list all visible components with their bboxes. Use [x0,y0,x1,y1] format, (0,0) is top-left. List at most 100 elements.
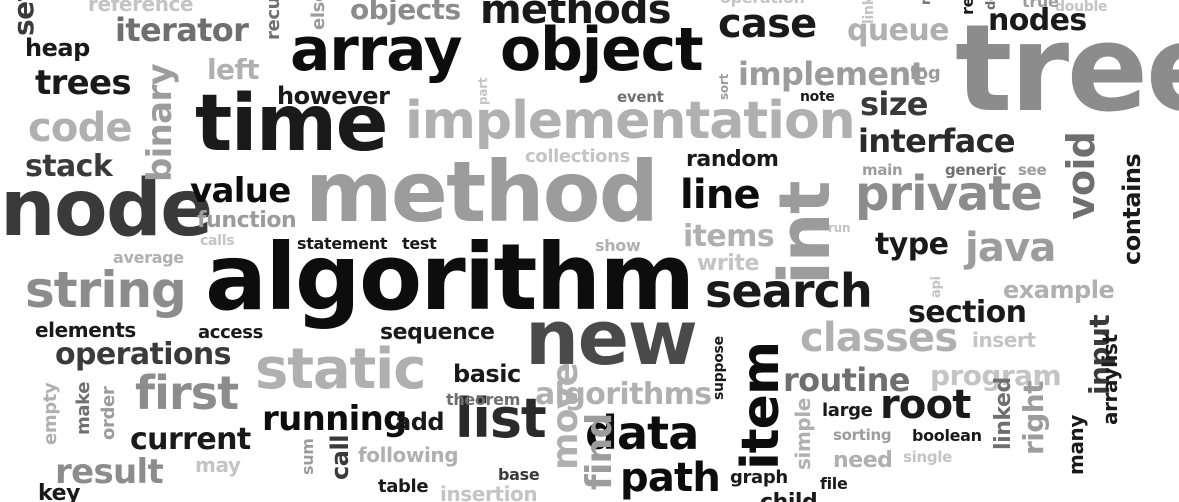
word-define: define [984,0,999,10]
word-case: case [718,1,817,47]
word-list: list [455,387,547,450]
word-sequence: sequence [380,320,495,345]
word-arraylist: arraylist [1098,334,1122,425]
word-following: following [358,443,459,467]
word-running: running [262,399,408,439]
word-right: right [1017,381,1050,455]
word-true: true [1022,0,1059,11]
word-type: type [875,227,949,262]
word-suppose: suppose [711,336,727,400]
word-generic: generic [945,161,1007,179]
word-interface: interface [858,122,1016,160]
word-elements: elements [35,318,136,342]
word-api: api [929,276,944,298]
word-objects: objects [350,0,461,26]
word-reference: reference [88,0,194,16]
word-code: code [28,105,133,151]
word-iterator: iterator [115,11,249,49]
word-new: new [525,293,698,382]
word-void: void [1059,131,1103,220]
word-event: event [617,88,664,106]
word-tree: tree [955,0,1179,139]
word-operation: operation [720,0,805,6]
word-algorithm: algorithm [205,224,695,331]
word-program: program [930,359,1062,392]
word-object: object [500,15,704,85]
word-may: may [195,453,241,477]
word-key: key [38,481,80,502]
word-sum: sum [298,438,317,475]
word-record: record [919,0,934,5]
word-classes: classes [800,315,958,361]
word-stack: stack [25,149,113,184]
word-contains: contains [1118,153,1146,265]
word-current: current [130,422,251,457]
word-large: large [822,400,873,421]
word-log: log [910,63,941,84]
word-make: make [73,381,94,435]
word-average: average [113,248,184,267]
word-return: return [958,0,977,15]
word-insertion: insertion [440,482,538,502]
word-array: array [290,15,463,85]
word-graph: graph [730,467,788,488]
word-many: many [1064,414,1088,475]
word-set: set [7,0,40,36]
word-search: search [705,264,873,318]
word-child: child [760,492,818,502]
word-simple: simple [791,398,815,470]
word-items: items [683,219,775,254]
word-implementation: implementation [405,91,856,151]
word-statement: statement [297,234,388,253]
word-need: need [833,448,893,473]
word-method: method [305,143,659,241]
word-implement: implement [738,55,926,93]
word-access: access [198,322,263,343]
word-first: first [135,366,239,420]
word-base: base [498,465,540,484]
word-item: item [731,342,791,470]
word-file: file [820,474,848,493]
word-string: string [25,261,187,319]
word-see: see [1018,161,1047,179]
word-call: call [326,435,354,480]
word-recursive: recursive [263,0,284,40]
word-part: part [476,77,490,105]
word-calls: calls [200,233,235,249]
word-static: static [255,337,426,402]
word-main: main [862,161,903,179]
word-order: order [98,386,119,440]
word-queue: queue [847,13,949,48]
word-algorithms: algorithms [535,377,712,412]
word-insert: insert [972,328,1036,352]
word-link: link [861,0,877,24]
word-value: value [190,171,291,211]
word-private: private [855,166,1043,222]
word-result: result [55,452,164,492]
word-operations: operations [55,337,232,372]
word-else: else [308,0,329,30]
word-root: root [880,382,971,428]
word-test: test [402,234,437,253]
word-sorting: sorting [833,426,892,444]
word-double: double [1055,0,1108,15]
word-table: table [378,476,429,497]
word-methods: methods [480,0,672,33]
word-add: add [395,408,445,436]
word-trees: trees [35,63,132,103]
word-heap: heap [25,34,90,62]
word-run: run [828,221,851,235]
word-basic: basic [453,360,521,388]
word-however: however [277,82,390,110]
word-find: find [579,413,620,490]
word-binary: binary [140,64,180,182]
word-path: path [620,455,721,501]
word-boolean: boolean [912,426,982,445]
word-theorem: theorem [446,390,521,409]
word-function: function [197,208,297,233]
word-size: size [860,85,928,123]
word-routine: routine [783,361,910,399]
word-section: section [908,295,1027,330]
word-java: java [965,225,1056,271]
word-left: left [207,53,259,86]
